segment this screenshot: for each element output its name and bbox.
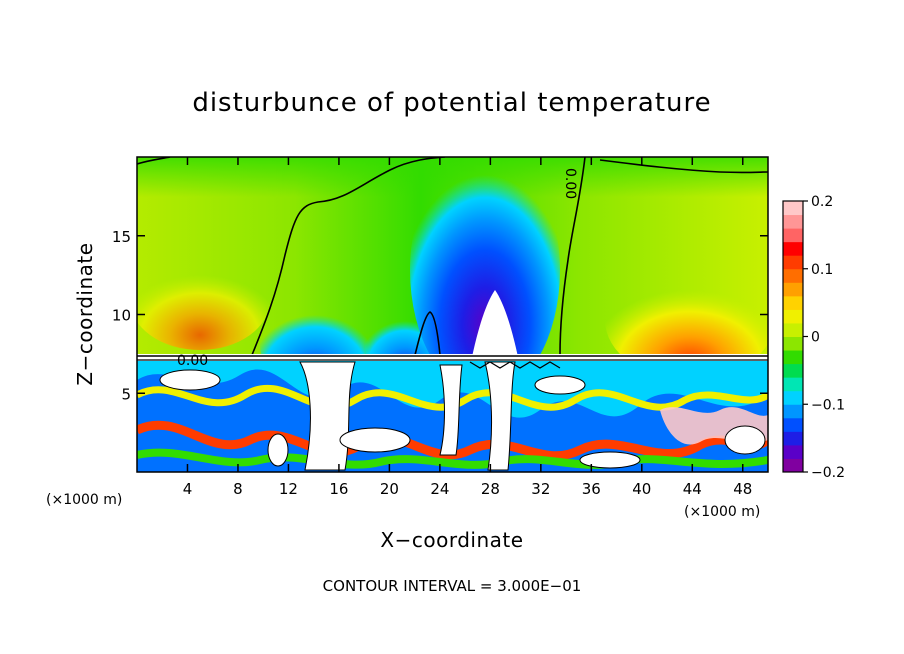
contour-label-right: 0.00 [562,168,578,199]
colorbar-swatch [783,228,803,243]
colorbar-swatch [783,458,803,473]
colorbar-swatch [783,404,803,419]
colorbar-tick-label: 0 [811,330,820,346]
x-tick-label: 32 [531,480,550,498]
chart-title: disturbunce of potential temperature [192,88,711,118]
warm-eddy-5 [534,375,586,395]
x-tick-label: 16 [329,480,348,498]
colorbar-swatch [783,350,803,365]
x-tick-label: 12 [279,480,298,498]
warm-eddy-2 [339,427,411,453]
x-tick-label: 20 [380,480,399,498]
colorbar-swatch [783,377,803,392]
colorbar-swatch [783,214,803,229]
colorbar-swatch [783,309,803,324]
colorbar-tick-label: 0.2 [811,194,833,210]
colorbar-swatch [783,390,803,405]
colorbar-ticks: 0.2 0.1 0 −0.1 −0.2 [803,194,845,481]
x-axis-label: X−coordinate [380,528,523,552]
colorbar-swatch [783,431,803,446]
contour-zero-line-2 [559,157,586,356]
x-unit-left: (×1000 m) [46,492,122,508]
interface-wiggles [469,361,561,369]
warm-column-mid [439,364,463,456]
lower-layer [137,357,768,472]
x-tick-label: 8 [233,480,243,498]
colorbar-swatch [783,201,803,216]
contour-top-right [599,159,768,174]
x-tick-label: 36 [582,480,601,498]
x-tick-label: 28 [481,480,500,498]
x-unit-right: (×1000 m) [684,504,760,520]
warm-eddy-6 [724,425,766,455]
colorbar-swatch [783,295,803,310]
colorbar-tick-label: −0.1 [811,397,845,413]
y-axis-ticks: 5 10 15 [112,228,768,403]
interface-band [137,354,768,361]
warm-eddy-1 [159,369,221,391]
colorbar-swatch [783,322,803,337]
colorbar-swatch [783,336,803,351]
colorbar-tick-label: 0.1 [811,262,833,278]
plot-area [137,157,768,472]
colorbar-swatch [783,417,803,432]
contour-small-bump [414,311,441,356]
contour-label-left: 0.00 [177,353,208,369]
colorbar-swatch [783,363,803,378]
x-axis-ticks: 4 8 12 16 20 24 28 32 36 40 44 48 [183,157,752,498]
colorbar-swatch [783,255,803,270]
colorbar-swatch [783,444,803,459]
y-tick-label: 10 [112,307,131,325]
warm-region-right [605,260,768,380]
cold-plume [410,157,560,395]
x-tick-label: 4 [183,480,193,498]
colorbar-swatch [783,241,803,256]
colorbar-tick-label: −0.2 [811,465,845,481]
plume-core [472,290,518,357]
x-tick-label: 44 [683,480,702,498]
y-axis-label: Z−coordinate [73,242,97,385]
colorbar-swatch [783,268,803,283]
y-tick-label: 5 [121,385,131,403]
y-tick-label: 15 [112,228,131,246]
warm-column-center [484,361,516,471]
warm-region-left [137,250,270,350]
x-tick-label: 24 [430,480,449,498]
contour-interval-note: CONTOUR INTERVAL = 3.000E−01 [323,577,582,595]
colorbar [782,200,804,473]
contour-zero-line [251,157,446,356]
colorbar-swatch [783,282,803,297]
warm-eddy-3 [579,451,641,469]
x-tick-label: 40 [632,480,651,498]
warm-eddy-4 [267,433,289,467]
x-tick-label: 48 [733,480,752,498]
